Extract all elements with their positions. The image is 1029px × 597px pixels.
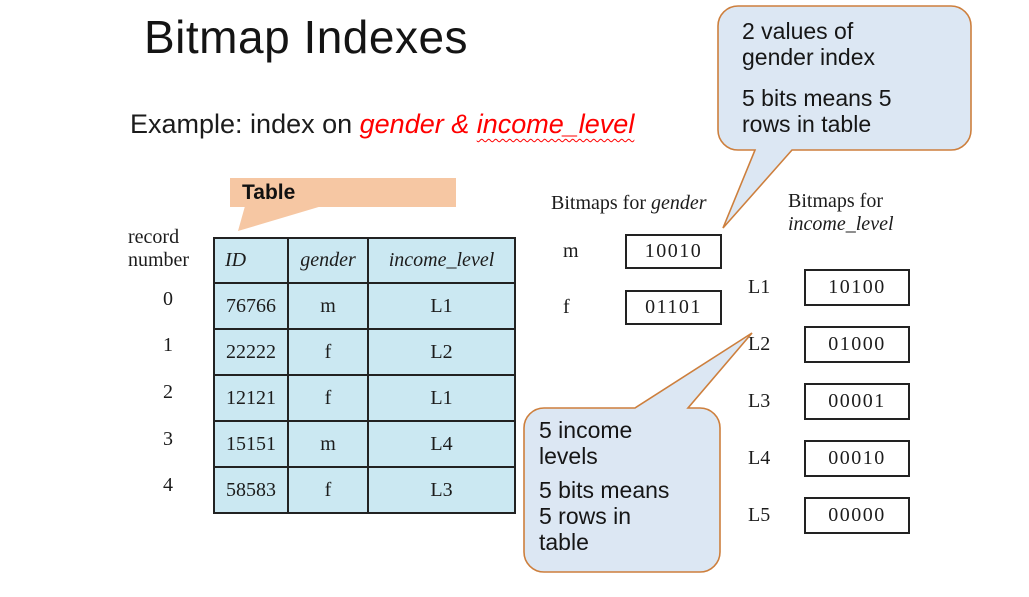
- record-number: 3: [163, 427, 173, 450]
- subtitle-term-income-level: income_level: [476, 109, 635, 139]
- cell-gender: f: [287, 328, 369, 376]
- cell-income-level: L3: [367, 466, 516, 514]
- table-row: 58583 f L3: [213, 466, 516, 514]
- record-number: 1: [163, 334, 173, 357]
- income-bitmaps-heading: Bitmaps for income_level: [788, 190, 918, 236]
- table-tag-shape: [230, 178, 456, 231]
- table-tag-label: Table: [242, 181, 296, 204]
- cell-gender: f: [287, 374, 369, 422]
- cell-income-level: L2: [367, 328, 516, 376]
- income-bitmap-row-l2: L2 01000: [748, 326, 912, 363]
- table-row: 76766 m L1: [213, 282, 516, 330]
- relation-table: ID gender income_level 76766 m L1 22222 …: [213, 237, 516, 514]
- example-subtitle: Example: index on gender & income_level: [130, 109, 634, 140]
- gender-bitmaps-heading-attribute: gender: [651, 192, 707, 214]
- page-title: Bitmap Indexes: [144, 11, 469, 63]
- cell-gender: f: [287, 466, 369, 514]
- bitmap-key: m: [563, 240, 579, 262]
- bitmap-key: L3: [748, 390, 771, 412]
- income-bitmap-row-l5: L5 00000: [748, 497, 912, 534]
- subtitle-ampersand: &: [443, 109, 477, 139]
- table-header-row: ID gender income_level: [213, 237, 516, 284]
- cell-id: 22222: [213, 328, 289, 376]
- gender-bitmap-row-f: f 01101: [563, 290, 723, 325]
- cell-id: 76766: [213, 282, 289, 330]
- gender-bitmaps-heading-prefix: Bitmaps for: [551, 192, 651, 214]
- income-bitmaps-heading-attribute: income_level: [788, 213, 894, 235]
- table-row: 12121 f L1: [213, 374, 516, 422]
- record-number: 4: [163, 474, 173, 497]
- income-note-text: 5 income levels 5 bits means 5 rows in t…: [539, 417, 679, 563]
- cell-id: 12121: [213, 374, 289, 422]
- column-header-income-level: income_level: [367, 237, 516, 284]
- gender-note-line2: 5 bits means 5 rows in table: [742, 85, 892, 137]
- income-note-line2: 5 bits means 5 rows in table: [539, 477, 670, 555]
- bitmap-key: f: [563, 296, 570, 318]
- bitmap-value-box: 00010: [804, 440, 910, 477]
- bitmap-value-box: 00000: [804, 497, 910, 534]
- subtitle-term-gender: gender: [359, 109, 444, 139]
- income-bitmap-row-l4: L4 00010: [748, 440, 912, 477]
- table-row: 15151 m L4: [213, 420, 516, 468]
- gender-note-bubble: [717, 5, 972, 229]
- income-bitmap-row-l1: L1 10100: [748, 269, 912, 306]
- gender-note-line1: 2 values of gender index: [742, 18, 875, 70]
- table-row: 22222 f L2: [213, 328, 516, 376]
- income-note-bubble: [523, 332, 753, 573]
- column-header-gender: gender: [287, 237, 369, 284]
- gender-bitmap-row-m: m 10010: [563, 234, 723, 269]
- cell-id: 15151: [213, 420, 289, 468]
- record-number: 0: [163, 287, 173, 310]
- record-number-column: 0 1 2 3 4: [128, 276, 208, 509]
- gender-note-text: 2 values of gender index 5 bits means 5 …: [742, 18, 920, 152]
- income-bitmap-row-l3: L3 00001: [748, 383, 912, 420]
- bitmap-key: L2: [748, 333, 771, 355]
- cell-id: 58583: [213, 466, 289, 514]
- bitmap-value-box: 10010: [625, 234, 722, 269]
- column-header-id: ID: [213, 237, 289, 284]
- cell-income-level: L4: [367, 420, 516, 468]
- cell-gender: m: [287, 282, 369, 330]
- bitmap-key: L4: [748, 447, 771, 469]
- income-note-line1: 5 income levels: [539, 417, 633, 469]
- gender-bitmaps-heading: Bitmaps for gender: [551, 192, 707, 215]
- bitmap-value-box: 00001: [804, 383, 910, 420]
- bitmap-key: L5: [748, 504, 771, 526]
- cell-income-level: L1: [367, 282, 516, 330]
- bitmap-value-box: 01000: [804, 326, 910, 363]
- cell-income-level: L1: [367, 374, 516, 422]
- income-bitmaps-heading-prefix: Bitmaps for: [788, 190, 883, 212]
- subtitle-prefix: Example: index on: [130, 109, 360, 139]
- cell-gender: m: [287, 420, 369, 468]
- record-number: 2: [163, 380, 173, 403]
- record-number-header: record number: [128, 226, 190, 271]
- bitmap-key: L1: [748, 276, 771, 298]
- bitmap-value-box: 01101: [625, 290, 722, 325]
- bitmap-value-box: 10100: [804, 269, 910, 306]
